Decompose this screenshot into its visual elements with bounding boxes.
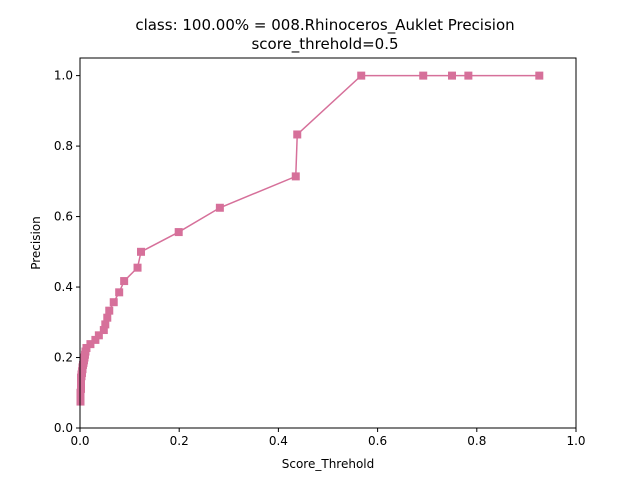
data-point (291, 172, 300, 181)
y-axis-ticks: 0.0 0.2 0.4 0.6 0.8 1.0 (54, 69, 80, 435)
data-point (115, 288, 124, 297)
data-point (448, 71, 456, 80)
chart-title-line2: score_threhold=0.5 (251, 35, 398, 54)
chart-title-line1: class: 100.00% = 008.Rhinoceros_Auklet P… (135, 16, 514, 35)
x-tick-label: 0.0 (70, 434, 89, 448)
data-point (91, 335, 100, 344)
data-point (535, 71, 544, 80)
data-point (103, 313, 112, 322)
x-tick-label: 0.8 (467, 434, 486, 448)
x-axis-ticks: 0.0 0.2 0.4 0.6 0.8 1.0 (70, 428, 586, 448)
data-point (464, 71, 473, 80)
data-point (101, 320, 110, 329)
y-axis-label: Precision (29, 216, 43, 270)
axes-frame (79, 57, 577, 429)
data-point (293, 130, 302, 139)
x-tick-label: 0.4 (269, 434, 288, 448)
y-tick-label: 0.2 (54, 351, 73, 365)
x-tick-label: 0.2 (170, 434, 189, 448)
y-tick-label: 1.0 (54, 69, 73, 83)
y-tick-label: 0.0 (54, 421, 73, 435)
x-tick-label: 0.6 (368, 434, 387, 448)
data-point (215, 203, 224, 212)
data-point (109, 298, 118, 307)
data-point (76, 373, 85, 382)
data-point (357, 71, 366, 80)
data-point (120, 277, 129, 286)
y-tick-label: 0.4 (54, 280, 73, 294)
data-point (76, 379, 85, 388)
data-point (419, 71, 428, 80)
data-point (94, 331, 103, 340)
data-point (133, 263, 142, 272)
y-tick-label: 0.6 (54, 210, 73, 224)
data-point (105, 306, 114, 315)
y-tick-label: 0.8 (54, 139, 73, 153)
data-point (99, 326, 108, 335)
data-point (174, 228, 183, 237)
data-point (137, 247, 146, 256)
x-tick-label: 1.0 (566, 434, 585, 448)
x-axis-label: Score_Threhold (282, 457, 375, 471)
